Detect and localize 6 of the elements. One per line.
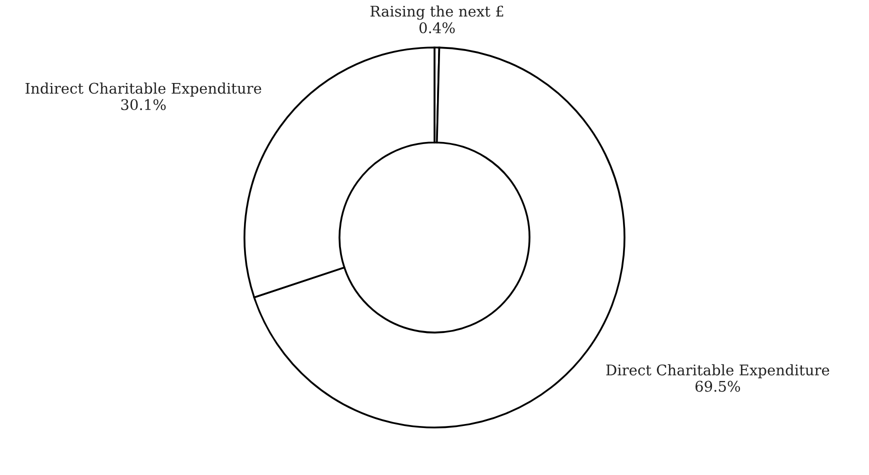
slice-label: Raising the next £: [370, 5, 504, 20]
data-label: 69.5%: [695, 380, 740, 392]
data-label: 0.4%: [419, 22, 455, 34]
data-label: 30.1%: [121, 99, 166, 110]
slice-label: Indirect Charitable Expenditure: [26, 82, 262, 97]
slice-label: Direct Charitable Expenditure: [606, 364, 830, 378]
